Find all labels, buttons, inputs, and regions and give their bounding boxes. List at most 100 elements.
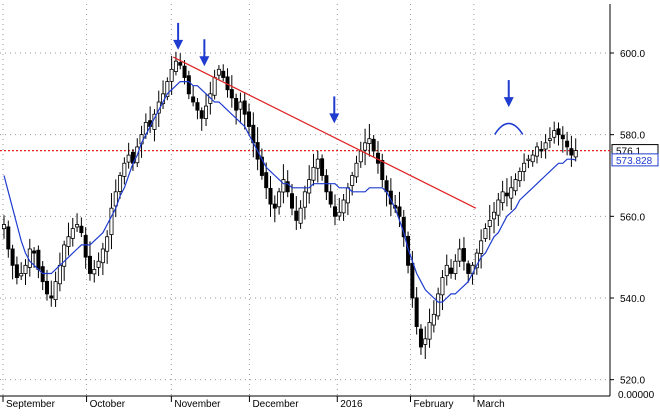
candle <box>457 238 462 268</box>
candle <box>565 131 570 156</box>
candle-body <box>539 148 544 152</box>
candle-body <box>479 240 484 254</box>
candle-body <box>556 128 561 136</box>
candle-body <box>272 203 277 209</box>
candle <box>423 326 428 360</box>
candle-body <box>423 338 428 345</box>
candle-body <box>100 248 105 264</box>
candle-body <box>109 207 114 235</box>
candle-body <box>466 263 471 274</box>
candle-body <box>204 105 209 120</box>
candle-body <box>444 264 449 277</box>
candle-body <box>345 187 350 204</box>
arc-marker <box>494 122 524 135</box>
candle-body <box>92 269 97 275</box>
candle <box>496 192 501 227</box>
candle <box>113 179 118 218</box>
candle <box>105 230 110 264</box>
candle <box>444 254 449 286</box>
candle <box>100 242 105 276</box>
candle-body <box>186 75 191 95</box>
candle <box>10 244 15 280</box>
candle <box>307 165 312 204</box>
candle-body <box>298 207 303 224</box>
candle <box>87 241 92 281</box>
candle-body <box>371 138 376 152</box>
candle-body <box>264 172 269 189</box>
candle-body <box>199 110 204 119</box>
candle-body <box>547 138 552 141</box>
candle <box>466 260 471 283</box>
candle-body <box>173 60 178 72</box>
candle-body <box>10 248 15 266</box>
candle-body <box>341 199 346 214</box>
candle-body <box>517 171 522 182</box>
y-tick-label: 560.0 <box>620 212 645 223</box>
y-tick-label: 540.0 <box>620 294 645 305</box>
candle-body <box>113 191 118 207</box>
candle-body <box>513 179 518 192</box>
x-tick-label: October <box>90 399 126 410</box>
candle-body <box>474 252 479 269</box>
candle-body <box>431 313 436 326</box>
candle-body <box>221 70 226 78</box>
candle <box>535 142 540 164</box>
candle-body <box>311 166 316 181</box>
candle-body <box>6 226 11 250</box>
candle <box>552 121 557 144</box>
candle <box>122 157 127 185</box>
candle <box>375 141 380 174</box>
candle-body <box>44 280 49 295</box>
candle <box>152 109 157 142</box>
candle <box>337 197 342 221</box>
candle <box>483 223 488 242</box>
candle-body <box>552 130 557 138</box>
x-tick-label: December <box>252 399 299 410</box>
candle <box>165 77 170 101</box>
candle-body <box>504 192 509 197</box>
down-arrow-marker <box>199 39 210 67</box>
candle-body <box>358 150 363 163</box>
candle <box>247 103 252 136</box>
candle <box>517 167 522 188</box>
candle-body <box>294 210 299 221</box>
candle-body <box>96 260 101 268</box>
candle-body <box>410 262 415 299</box>
candle <box>272 195 277 223</box>
candle-body <box>363 142 368 151</box>
candle <box>268 175 273 217</box>
candle <box>440 270 445 311</box>
down-arrow-marker <box>329 96 340 124</box>
candle-body <box>242 100 247 115</box>
candle-body <box>118 175 123 192</box>
candle <box>204 93 209 127</box>
candle <box>40 261 45 291</box>
candle <box>6 220 11 258</box>
price-badge-text: 573.828 <box>616 156 653 167</box>
candle-body <box>62 244 67 267</box>
candle-body <box>281 179 286 193</box>
candle <box>32 247 37 268</box>
candle <box>96 252 101 276</box>
candle <box>479 229 484 269</box>
candle <box>298 200 303 229</box>
candle <box>70 217 75 247</box>
candle <box>526 154 531 169</box>
candle-body <box>436 293 441 317</box>
candle-body <box>332 206 337 217</box>
arrow-head <box>199 56 210 67</box>
candle <box>79 217 84 238</box>
candle <box>66 222 71 256</box>
candle-body <box>87 255 92 274</box>
candle <box>436 287 441 320</box>
candle-body <box>216 68 221 76</box>
candle <box>53 271 58 307</box>
candle-body <box>380 160 385 180</box>
candle <box>371 134 376 157</box>
x-axis: September October November December 2016 Febr… <box>2 396 505 410</box>
candle <box>522 153 527 182</box>
candle-body <box>32 250 37 254</box>
candle-body <box>247 111 252 127</box>
